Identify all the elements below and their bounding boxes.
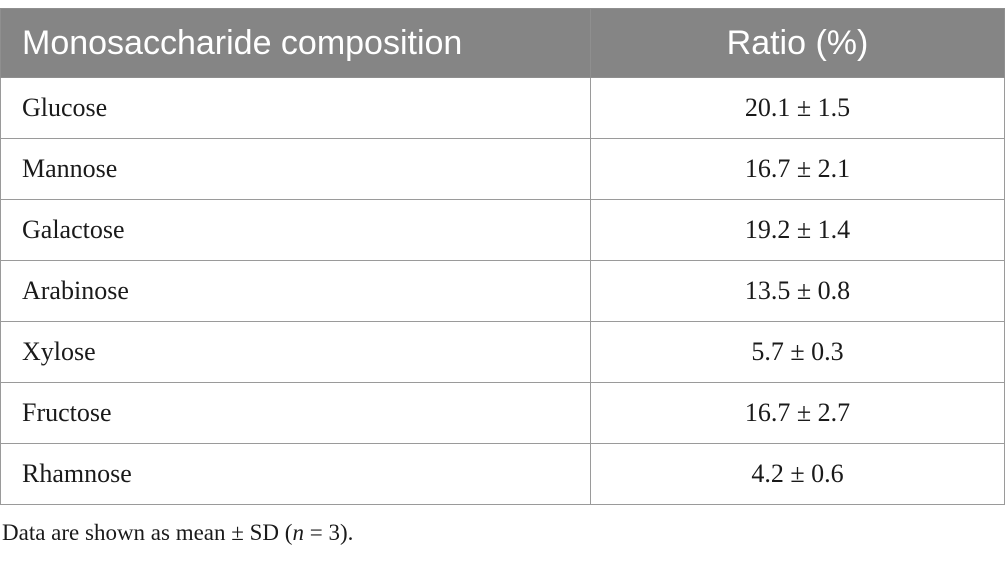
ratio-value: 4.2 ± 0.6 xyxy=(590,443,1005,505)
monosaccharide-name: Rhamnose xyxy=(0,443,591,505)
monosaccharide-name: Arabinose xyxy=(0,260,591,322)
ratio-value: 13.5 ± 0.8 xyxy=(590,260,1005,322)
table-header: Monosaccharide composition Ratio (%) xyxy=(0,8,1005,78)
table-row: Galactose 19.2 ± 1.4 xyxy=(0,199,1005,261)
footnote-sample-size-symbol: n xyxy=(292,520,304,545)
header-row: Monosaccharide composition Ratio (%) xyxy=(0,8,1005,78)
monosaccharide-name: Galactose xyxy=(0,199,591,261)
ratio-value: 19.2 ± 1.4 xyxy=(590,199,1005,261)
ratio-value: 5.7 ± 0.3 xyxy=(590,321,1005,383)
table-footnote: Data are shown as mean ± SD (n = 3). xyxy=(2,520,353,546)
composition-table-container: Monosaccharide composition Ratio (%) Glu… xyxy=(0,8,1005,505)
table-row: Xylose 5.7 ± 0.3 xyxy=(0,321,1005,383)
monosaccharide-name: Glucose xyxy=(0,77,591,139)
ratio-value: 16.7 ± 2.1 xyxy=(590,138,1005,200)
footnote-text-prefix: Data are shown as mean ± SD ( xyxy=(2,520,293,545)
header-monosaccharide-composition: Monosaccharide composition xyxy=(0,8,591,78)
table-row: Glucose 20.1 ± 1.5 xyxy=(0,77,1005,139)
monosaccharide-name: Xylose xyxy=(0,321,591,383)
ratio-value: 16.7 ± 2.7 xyxy=(590,382,1005,444)
monosaccharide-name: Mannose xyxy=(0,138,591,200)
footnote-text-suffix: = 3). xyxy=(303,520,354,545)
monosaccharide-name: Fructose xyxy=(0,382,591,444)
ratio-value: 20.1 ± 1.5 xyxy=(590,77,1005,139)
table-body: Glucose 20.1 ± 1.5 Mannose 16.7 ± 2.1 Ga… xyxy=(0,77,1005,505)
table-row: Mannose 16.7 ± 2.1 xyxy=(0,138,1005,200)
monosaccharide-composition-table: Monosaccharide composition Ratio (%) Glu… xyxy=(0,8,1005,505)
header-ratio: Ratio (%) xyxy=(590,8,1005,78)
table-row: Arabinose 13.5 ± 0.8 xyxy=(0,260,1005,322)
table-row: Rhamnose 4.2 ± 0.6 xyxy=(0,443,1005,505)
table-row: Fructose 16.7 ± 2.7 xyxy=(0,382,1005,444)
